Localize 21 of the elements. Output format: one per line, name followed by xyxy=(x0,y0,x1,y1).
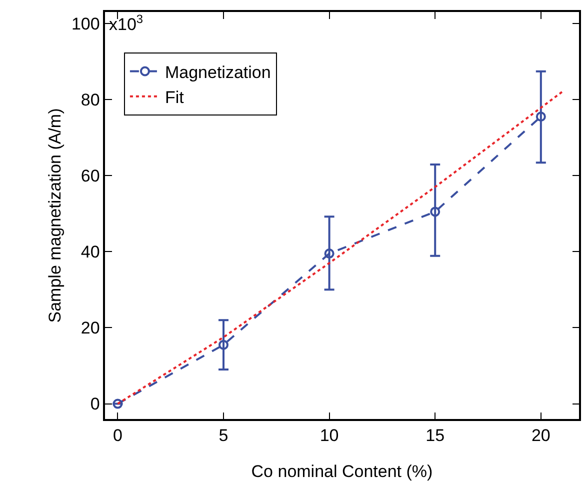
x-tick-label: 20 xyxy=(531,426,550,446)
y-tick-label: 0 xyxy=(90,394,100,414)
point xyxy=(112,398,123,409)
y-tick-label: 60 xyxy=(80,166,100,186)
x-axis-title: Co nominal Content (%) xyxy=(251,462,433,481)
y-tick-label: 20 xyxy=(80,318,100,338)
y-axis-title: Sample magnetization (A/m) xyxy=(46,108,64,323)
point xyxy=(218,340,228,350)
x-tick-label: 10 xyxy=(320,426,339,446)
point xyxy=(536,112,546,122)
y-tick-label: 80 xyxy=(80,90,100,110)
point xyxy=(430,206,440,217)
y-tick-label: 40 xyxy=(80,242,100,262)
x-tick-label: 5 xyxy=(218,426,228,446)
annotation: x10$^{3}$ xyxy=(109,12,144,34)
point xyxy=(324,248,334,259)
x-tick-label: 15 xyxy=(426,426,445,446)
y-tick-label: 100 xyxy=(71,14,100,34)
legend-label: Magnetization xyxy=(164,62,271,82)
legend-label: Fit xyxy=(164,88,184,107)
x-tick-label: 0 xyxy=(112,426,122,446)
